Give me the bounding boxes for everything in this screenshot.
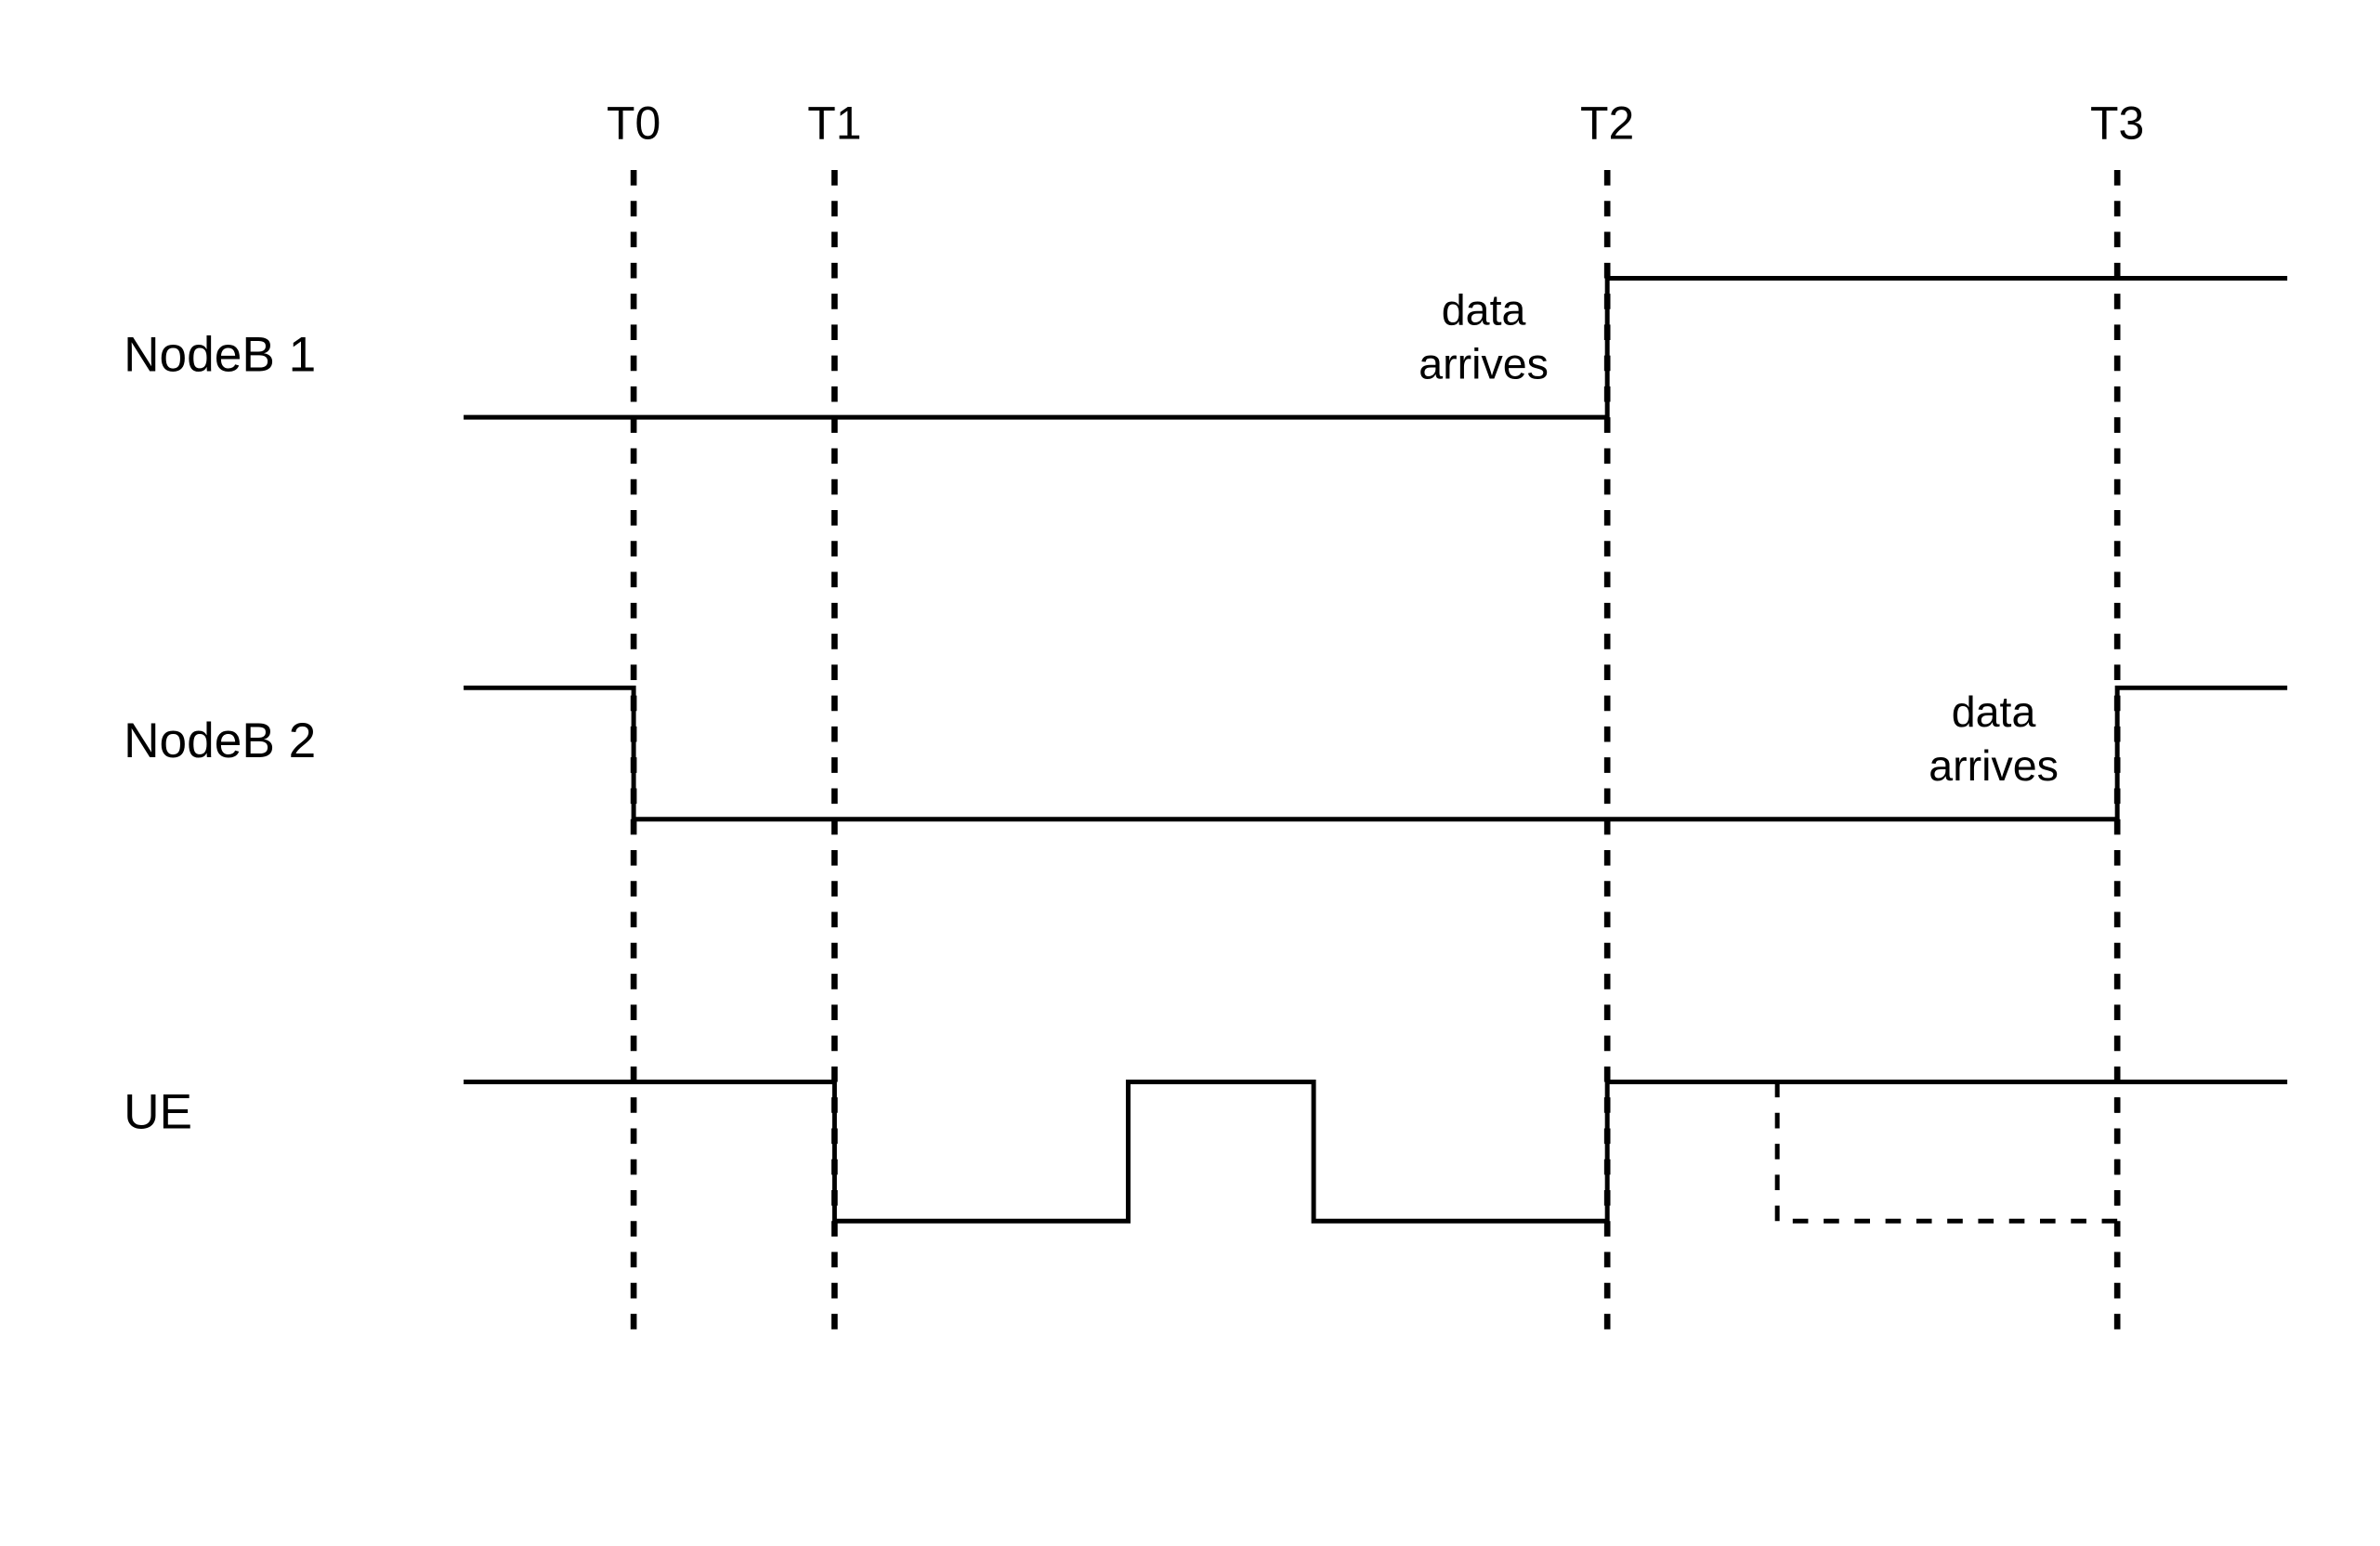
anno-data1-line2: arrives	[1419, 340, 1549, 388]
row-label-3: UE	[124, 1084, 192, 1139]
label-t3: T3	[2090, 98, 2144, 150]
row-label-2: NodeB 2	[124, 714, 316, 768]
timing-svg: T0 T1 T2 T3 NodeB 1 data arrives NodeB 2…	[0, 0, 2380, 1546]
row-label-1: NodeB 1	[124, 327, 316, 382]
label-t0: T0	[607, 98, 660, 150]
signal-nodeb1	[464, 278, 2287, 417]
anno-data1-line1: data	[1442, 285, 1526, 334]
label-t2: T2	[1580, 98, 1634, 150]
signal-ue	[464, 1082, 2287, 1222]
anno-data2-line1: data	[1952, 688, 2036, 736]
signal-ue-dashed	[1777, 1082, 2117, 1222]
anno-data2-line2: arrives	[1929, 741, 2059, 790]
label-t1: T1	[807, 98, 861, 150]
timing-diagram: T0 T1 T2 T3 NodeB 1 data arrives NodeB 2…	[0, 0, 2380, 1466]
